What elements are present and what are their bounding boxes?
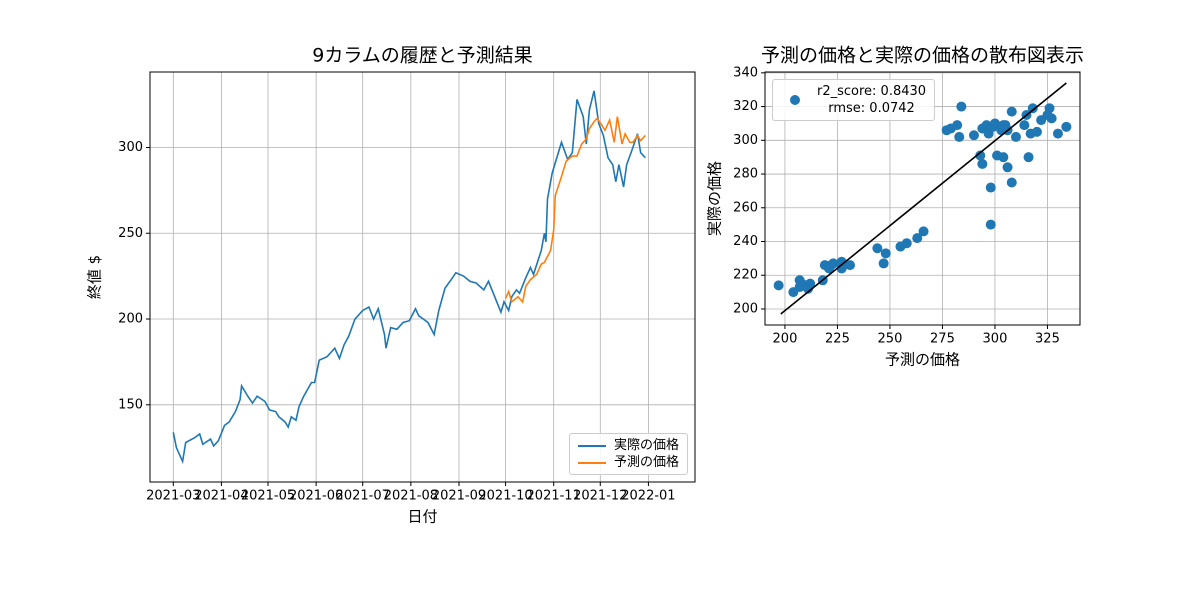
legend: r2_score: 0.8430 rmse: 0.0742 bbox=[772, 79, 936, 121]
y-tick-label: 150 bbox=[118, 397, 143, 412]
scatter-point bbox=[901, 238, 912, 249]
scatter-point bbox=[989, 118, 1000, 129]
legend-marker bbox=[577, 444, 606, 447]
scatter-point bbox=[1006, 177, 1017, 188]
x-tick-label: 2021-11 bbox=[527, 489, 581, 504]
fit-line bbox=[780, 82, 1067, 315]
y-tick-label: 220 bbox=[733, 268, 758, 283]
scatter-point bbox=[773, 280, 784, 291]
scatter-point bbox=[977, 158, 988, 169]
scatter-point bbox=[1006, 106, 1017, 117]
axes-frame bbox=[764, 71, 1081, 326]
x-tick-label: 2021-03 bbox=[146, 489, 200, 504]
y-tick-label: 260 bbox=[733, 200, 758, 215]
y-axis-label: 終値 $ bbox=[86, 255, 104, 299]
legend-label: r2_score: 0.8430 rmse: 0.0742 bbox=[817, 84, 927, 116]
y-axis-label: 実際の価格 bbox=[706, 161, 724, 236]
scatter-point bbox=[912, 233, 923, 244]
scatter-point bbox=[845, 260, 856, 271]
series-line bbox=[172, 90, 646, 465]
chart-title: 予測の価格と実際の価格の散布図表示 bbox=[761, 45, 1084, 67]
legend: 実際の価格予測の価格 bbox=[568, 433, 688, 475]
scatter-point bbox=[975, 150, 986, 161]
y-tick-label: 250 bbox=[118, 226, 143, 241]
scatter-point bbox=[1002, 162, 1013, 173]
x-tick-label: 2021-09 bbox=[432, 489, 486, 504]
legend-marker bbox=[790, 95, 800, 105]
legend-label: 実際の価格 bbox=[613, 438, 679, 453]
x-tick-label: 2021-12 bbox=[573, 489, 627, 504]
legend-entry: r2_score: 0.8430 rmse: 0.0742 bbox=[781, 83, 926, 117]
x-tick-label: 2021-08 bbox=[384, 489, 438, 504]
x-axis-label: 日付 bbox=[407, 508, 437, 526]
x-tick-label: 275 bbox=[930, 332, 955, 347]
x-axis-label: 予測の価格 bbox=[885, 351, 960, 369]
x-tick-label: 225 bbox=[825, 332, 850, 347]
legend-label: 予測の価格 bbox=[613, 455, 679, 470]
x-tick-label: 200 bbox=[773, 332, 798, 347]
y-tick-label: 300 bbox=[733, 133, 758, 148]
scatter-point bbox=[880, 248, 891, 259]
y-tick-label: 340 bbox=[733, 65, 758, 80]
scatter-point bbox=[1019, 120, 1030, 131]
x-tick-label: 250 bbox=[878, 332, 903, 347]
scatter-point bbox=[952, 120, 963, 131]
scatter-point bbox=[985, 219, 996, 230]
scatter-point bbox=[1027, 103, 1038, 114]
scatter-point bbox=[1052, 128, 1063, 139]
scatter-point bbox=[1061, 121, 1072, 132]
scatter-point bbox=[956, 101, 967, 112]
scatter-point bbox=[872, 243, 883, 254]
legend-entry: 実際の価格 bbox=[577, 437, 679, 454]
scatter-point bbox=[1031, 126, 1042, 137]
y-tick-label: 200 bbox=[733, 301, 758, 316]
scatter-point bbox=[968, 130, 979, 141]
legend-dot bbox=[790, 95, 800, 105]
x-tick-label: 2021-05 bbox=[241, 489, 295, 504]
axes-frame bbox=[149, 71, 696, 483]
x-tick-label: 2021-10 bbox=[478, 489, 532, 504]
x-tick-label: 2021-06 bbox=[289, 489, 343, 504]
x-tick-label: 300 bbox=[983, 332, 1008, 347]
x-tick-label: 325 bbox=[1035, 332, 1060, 347]
y-tick-label: 280 bbox=[733, 167, 758, 182]
legend-marker bbox=[577, 461, 606, 464]
x-tick-label: 2021-04 bbox=[194, 489, 248, 504]
y-tick-label: 240 bbox=[733, 234, 758, 249]
scatter-point bbox=[1023, 152, 1034, 163]
scatter-point bbox=[1046, 113, 1057, 124]
scatter-point bbox=[1044, 103, 1055, 114]
scatter-point bbox=[985, 182, 996, 193]
scatter-point bbox=[878, 258, 889, 269]
y-tick-label: 300 bbox=[118, 140, 143, 155]
x-tick-label: 2021-07 bbox=[336, 489, 390, 504]
scatter-point bbox=[954, 131, 965, 142]
x-tick-label: 2022-01 bbox=[621, 489, 675, 504]
scatter-point bbox=[794, 282, 805, 293]
scatter-point bbox=[918, 226, 929, 237]
legend-entry: 予測の価格 bbox=[577, 454, 679, 471]
y-tick-label: 320 bbox=[733, 99, 758, 114]
scatter-point bbox=[1010, 131, 1021, 142]
scatter-point bbox=[998, 152, 1009, 163]
y-tick-label: 200 bbox=[118, 312, 143, 327]
scatter-point bbox=[803, 283, 814, 294]
chart-title: 9カラムの履歴と予測結果 bbox=[312, 45, 533, 67]
scatter-point bbox=[824, 263, 835, 274]
series-line bbox=[504, 116, 646, 304]
